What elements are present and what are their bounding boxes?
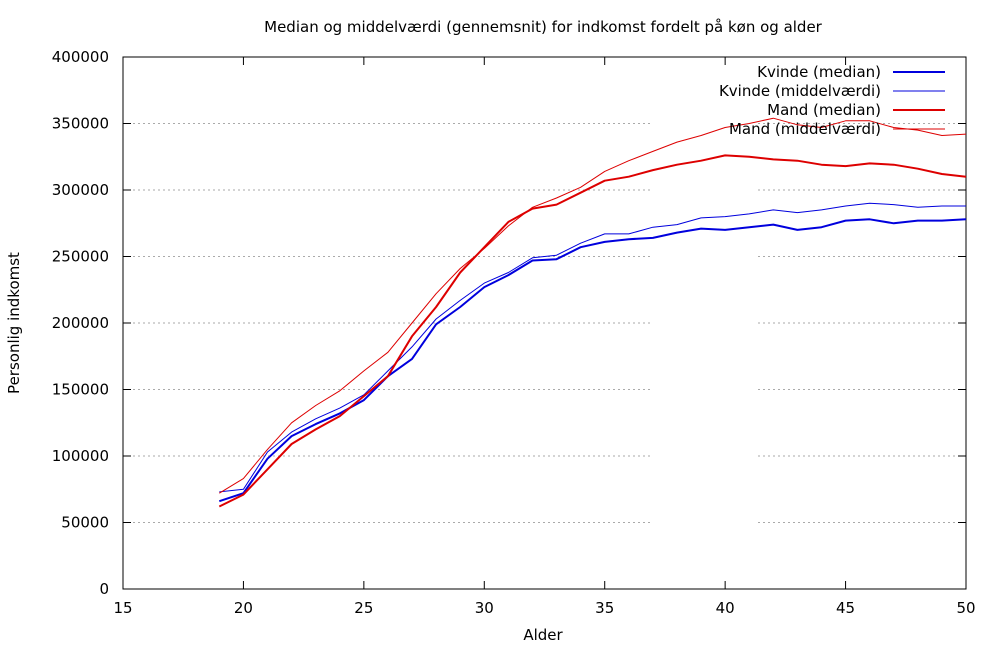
grid-lines	[123, 123, 966, 523]
series-lines	[218, 117, 967, 508]
series-line-4	[219, 117, 967, 494]
legend-label-2: Kvinde (middelværdi)	[719, 82, 881, 100]
y-tick-label: 400000	[52, 48, 109, 66]
series-line-2	[219, 202, 966, 493]
x-axis-title: Alder	[523, 626, 563, 644]
x-tick-label: 35	[595, 599, 614, 617]
series-line-1	[218, 218, 967, 503]
series-line-3	[218, 154, 967, 508]
x-tick-label: 15	[113, 599, 132, 617]
y-tick-label: 50000	[61, 514, 109, 532]
legend-label-4: Mand (middelværdi)	[729, 120, 881, 138]
x-tick-label: 20	[234, 599, 253, 617]
legend-label-1: Kvinde (median)	[757, 63, 881, 81]
legend: Kvinde (median)Kvinde (middelværdi)Mand …	[719, 63, 945, 138]
x-tick-label: 30	[475, 599, 494, 617]
y-tick-label: 150000	[52, 381, 109, 399]
x-tick-label: 45	[836, 599, 855, 617]
y-tick-label: 0	[99, 580, 109, 598]
x-tick-label: 40	[716, 599, 735, 617]
y-tick-label: 200000	[52, 314, 109, 332]
y-tick-label: 100000	[52, 447, 109, 465]
y-tick-label: 350000	[52, 115, 109, 133]
y-tick-label: 300000	[52, 181, 109, 199]
x-tick-label: 50	[956, 599, 975, 617]
chart-title: Median og middelværdi (gennemsnit) for i…	[264, 18, 823, 36]
y-axis-title: Personlig indkomst	[5, 252, 23, 394]
y-tick-label: 250000	[52, 248, 109, 266]
x-tick-label: 25	[354, 599, 373, 617]
legend-label-3: Mand (median)	[767, 101, 881, 119]
axis-ticks: 0 50000 100000 150000 200000 250000 300000 3500…	[52, 48, 976, 617]
